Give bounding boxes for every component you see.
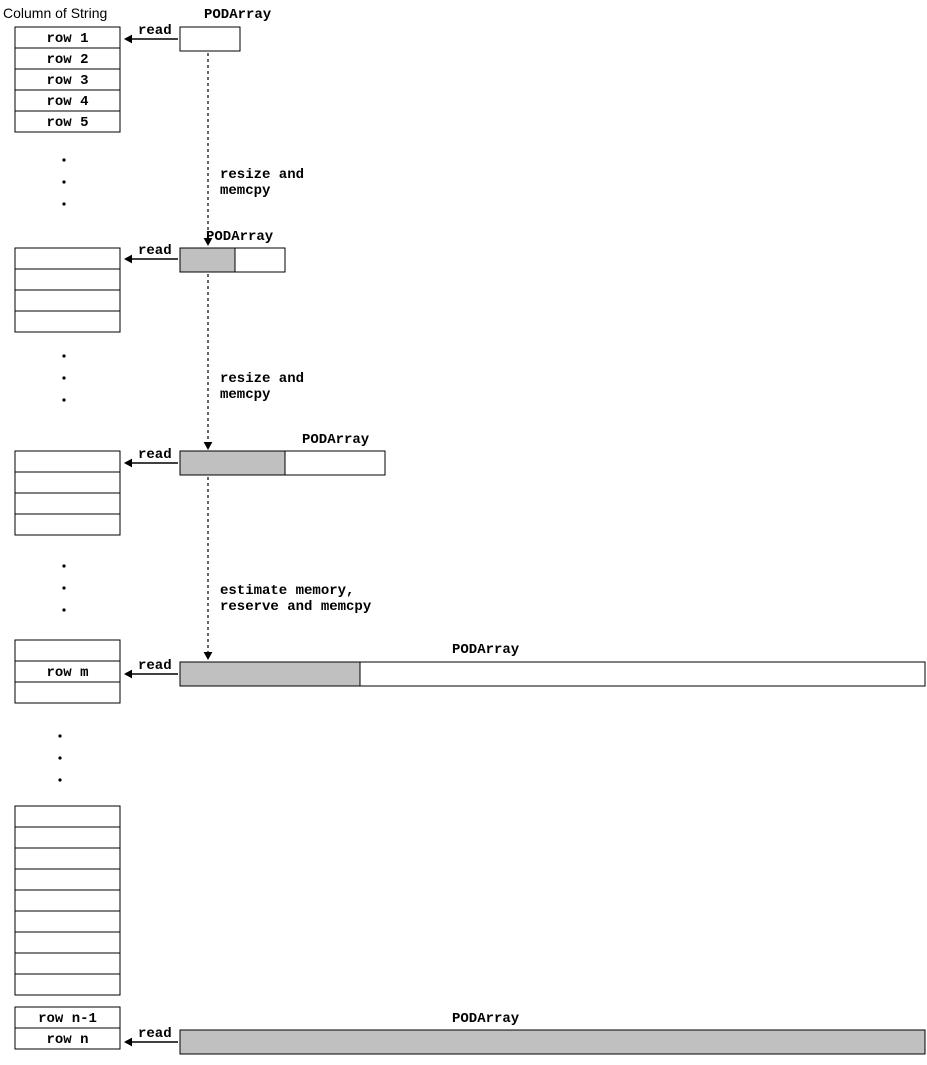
step1-arrow-label1: resize and bbox=[220, 167, 304, 183]
stage3-row-1 bbox=[15, 472, 120, 493]
column-title: Column of String bbox=[3, 5, 107, 21]
stage2-row-0 bbox=[15, 248, 120, 269]
stage4-row-0 bbox=[15, 640, 120, 661]
stage5-top-row-3 bbox=[15, 869, 120, 890]
stage5-top-row-7 bbox=[15, 953, 120, 974]
step1-arrow-label2: memcpy bbox=[220, 183, 271, 199]
stage2-row-2 bbox=[15, 290, 120, 311]
arrowhead-down-icon bbox=[204, 652, 213, 660]
stage1-row-3-label: row 4 bbox=[46, 94, 88, 110]
arrowhead-left-icon bbox=[124, 255, 132, 264]
stage5-top-row-0 bbox=[15, 806, 120, 827]
step3-arrow-label1: estimate memory, bbox=[220, 583, 354, 599]
dots1-2 bbox=[62, 202, 65, 205]
dots1-0 bbox=[62, 158, 65, 161]
dots2-2 bbox=[62, 398, 65, 401]
dots4-0 bbox=[58, 734, 61, 737]
stage2-row-1 bbox=[15, 269, 120, 290]
stage1-row-4-label: row 5 bbox=[46, 115, 88, 131]
dots2-1 bbox=[62, 376, 65, 379]
dots3-0 bbox=[62, 564, 65, 567]
stage2-row-3 bbox=[15, 311, 120, 332]
stage3-read-arrow-label: read bbox=[138, 447, 172, 463]
stage3-pod-used bbox=[180, 451, 285, 475]
step3-arrow-label2: reserve and memcpy bbox=[220, 599, 372, 615]
step2-arrow-label1: resize and bbox=[220, 371, 304, 387]
stage4-pod-used bbox=[180, 662, 360, 686]
stage3-row-2 bbox=[15, 493, 120, 514]
stage4-pod-label: PODArray bbox=[452, 642, 520, 658]
arrowhead-left-icon bbox=[124, 1038, 132, 1047]
stage5-top-row-8 bbox=[15, 974, 120, 995]
stage3-row-3 bbox=[15, 514, 120, 535]
stage2-pod-label: PODArray bbox=[206, 229, 274, 245]
stage2-read-arrow-label: read bbox=[138, 243, 172, 259]
stage1-pod-total bbox=[180, 27, 240, 51]
stage5-pod-used bbox=[180, 1030, 925, 1054]
stage4-row-1-label: row m bbox=[46, 665, 88, 681]
stage5-pod-label: PODArray bbox=[452, 1011, 520, 1027]
stage5-read-arrow-label: read bbox=[138, 1026, 172, 1042]
stage3-row-0 bbox=[15, 451, 120, 472]
stage5-top-row-5 bbox=[15, 911, 120, 932]
stage5-top-row-6 bbox=[15, 932, 120, 953]
stage5-top-row-1 bbox=[15, 827, 120, 848]
arrowhead-left-icon bbox=[124, 35, 132, 44]
arrowhead-left-icon bbox=[124, 459, 132, 468]
stage2-pod-used bbox=[180, 248, 235, 272]
dots4-2 bbox=[58, 778, 61, 781]
dots2-0 bbox=[62, 354, 65, 357]
stage1-pod-label: PODArray bbox=[204, 7, 272, 23]
dots3-1 bbox=[62, 586, 65, 589]
stage4-row-2 bbox=[15, 682, 120, 703]
step2-arrow-label2: memcpy bbox=[220, 387, 271, 403]
stage1-row-1-label: row 2 bbox=[46, 52, 88, 68]
stage1-read-arrow-label: read bbox=[138, 23, 172, 39]
stage3-pod-label: PODArray bbox=[302, 432, 370, 448]
stage5-top-row-2 bbox=[15, 848, 120, 869]
dots3-2 bbox=[62, 608, 65, 611]
stage5-bottom-row-0-label: row n-1 bbox=[38, 1011, 97, 1027]
stage5-top-row-4 bbox=[15, 890, 120, 911]
memory-growth-diagram: Column of String row 1 row 2 row 3 row 4 row … bbox=[0, 0, 927, 1065]
stage4-read-arrow-label: read bbox=[138, 658, 172, 674]
dots4-1 bbox=[58, 756, 61, 759]
stage1-row-0-label: row 1 bbox=[46, 31, 88, 47]
dots1-1 bbox=[62, 180, 65, 183]
arrowhead-left-icon bbox=[124, 670, 132, 679]
stage1-row-2-label: row 3 bbox=[46, 73, 88, 89]
arrowhead-down-icon bbox=[204, 442, 213, 450]
stage5-bottom-row-1-label: row n bbox=[46, 1032, 88, 1048]
